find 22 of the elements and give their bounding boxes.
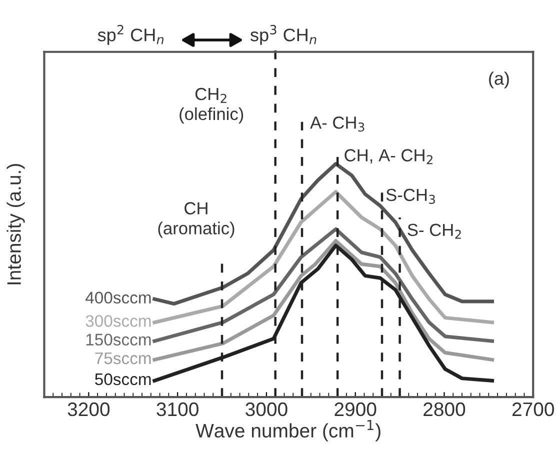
- x-tick-label: 2700: [512, 402, 554, 416]
- ref-line-label: CH$_{2}$ (olefinic): [180, 88, 244, 124]
- ref-line-label: S-CH$_{3}$: [386, 188, 435, 204]
- series-label: 75sccm: [95, 352, 151, 364]
- text: sp$^{2}$ CH$_{n}$: [98, 24, 164, 45]
- series-label: 400sccm: [85, 292, 151, 304]
- ref-line-label: CH, A- CH$_{2}$: [344, 149, 432, 164]
- ref-line-label: A- CH$_{3}$: [310, 116, 364, 132]
- text: (a): [489, 72, 509, 88]
- x-tick-label: 3200: [68, 402, 110, 416]
- x-tick-label: 3100: [156, 402, 198, 416]
- x-axis-title: Wave number (cm$^{−1}$): [196, 420, 380, 442]
- y-axis-title: Intensity (a.u.): [6, 164, 25, 284]
- x-tick-label: 3000: [246, 402, 288, 416]
- series-label: 300sccm: [86, 315, 151, 327]
- x-tick-label: 2800: [424, 402, 466, 416]
- ref-line-label: CH (aromatic): [158, 202, 234, 238]
- series-label: 50sccm: [95, 373, 151, 386]
- x-tick-label: 2900: [334, 402, 376, 416]
- ref-line-label: S- CH$_{2}$: [408, 224, 461, 239]
- series-label: 150sccm: [86, 334, 151, 346]
- text: sp$^{3}$ CH$_{n}$: [250, 24, 316, 45]
